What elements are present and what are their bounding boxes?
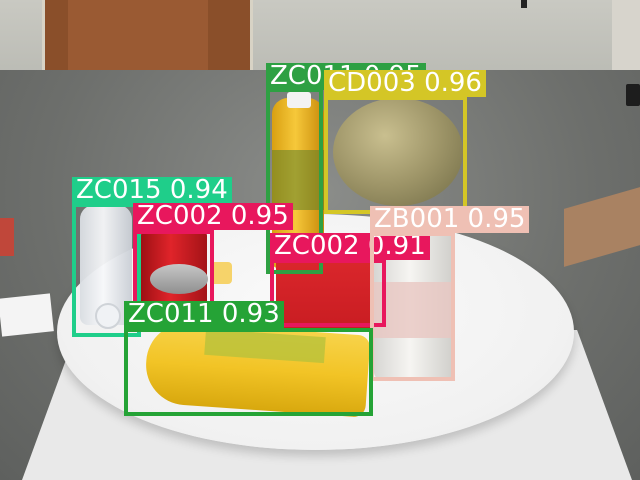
detection-label: ZC002 0.95 xyxy=(133,203,293,230)
tea-bottle-cap xyxy=(287,92,311,108)
tea-bottle-label xyxy=(272,150,324,210)
hinge xyxy=(521,0,527,8)
detection-box xyxy=(124,328,373,416)
detection-label: CD003 0.96 xyxy=(324,70,486,97)
water-bottle-cap xyxy=(95,303,121,329)
detection-label: ZB001 0.95 xyxy=(370,206,530,233)
detection-box xyxy=(266,88,323,274)
detection-label: ZC011 0.93 xyxy=(124,301,284,328)
detection-box xyxy=(270,259,386,327)
detection-box xyxy=(72,203,141,337)
red-box xyxy=(0,218,14,256)
cola-can-lid xyxy=(150,264,208,294)
detection-label: ZC002 0.91 xyxy=(270,233,430,260)
detection-box xyxy=(324,96,467,214)
door-panel xyxy=(68,0,208,74)
milk-can-label xyxy=(374,282,454,338)
detection-label: ZC015 0.94 xyxy=(72,177,232,204)
wall-socket xyxy=(626,84,640,106)
melon xyxy=(333,98,463,206)
detection-box xyxy=(370,232,455,381)
paper-sheet xyxy=(0,293,54,337)
yellow-cube xyxy=(210,262,232,284)
